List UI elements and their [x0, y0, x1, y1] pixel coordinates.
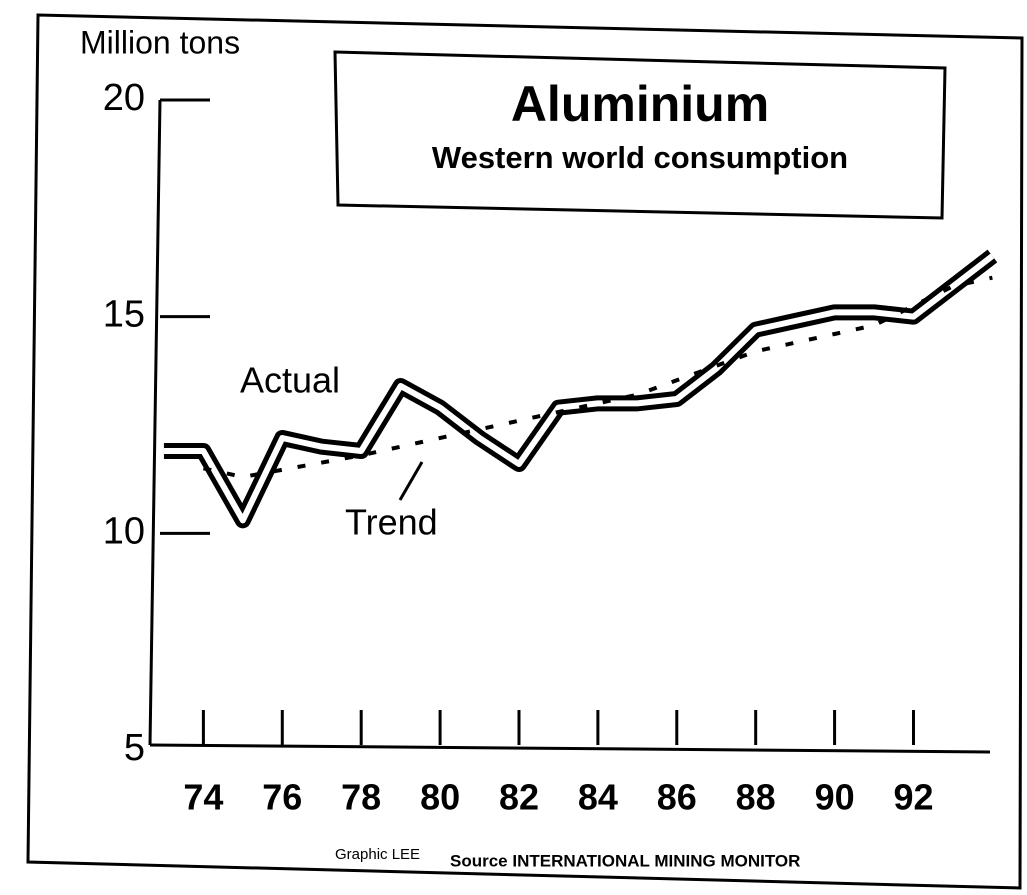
x-tick-label: 76	[262, 777, 302, 818]
annotation: Actual	[240, 360, 340, 401]
annotation: Trend	[345, 502, 438, 543]
line-trend	[202, 275, 993, 479]
y-tick-label: 15	[103, 294, 145, 336]
y-axis-label: Million tons	[80, 24, 240, 60]
y-axis	[148, 99, 162, 746]
chart-title: Aluminium	[511, 76, 769, 132]
x-tick-label: 74	[183, 777, 223, 818]
x-tick-label: 78	[341, 777, 381, 818]
x-tick-label: 80	[420, 777, 460, 818]
x-tick-label: 92	[893, 777, 933, 818]
frame	[26, 13, 1024, 890]
line-actual-inner	[163, 253, 995, 524]
x-axis	[149, 743, 991, 754]
source-note: Source INTERNATIONAL MINING MONITOR	[450, 851, 800, 870]
source-note: Graphic LEE	[335, 846, 420, 863]
chart-subtitle: Western world consumption	[432, 140, 848, 175]
x-tick-label: 82	[499, 777, 539, 818]
x-tick-label: 84	[578, 777, 618, 818]
y-tick-label: 20	[103, 77, 145, 119]
y-tick-label: 10	[103, 510, 145, 552]
annotation-pointer	[398, 461, 424, 501]
x-tick-label: 88	[736, 777, 776, 818]
title-box	[333, 50, 947, 220]
x-tick-label: 90	[815, 777, 855, 818]
x-tick-label: 86	[657, 777, 697, 818]
y-tick-label: 5	[124, 727, 145, 769]
